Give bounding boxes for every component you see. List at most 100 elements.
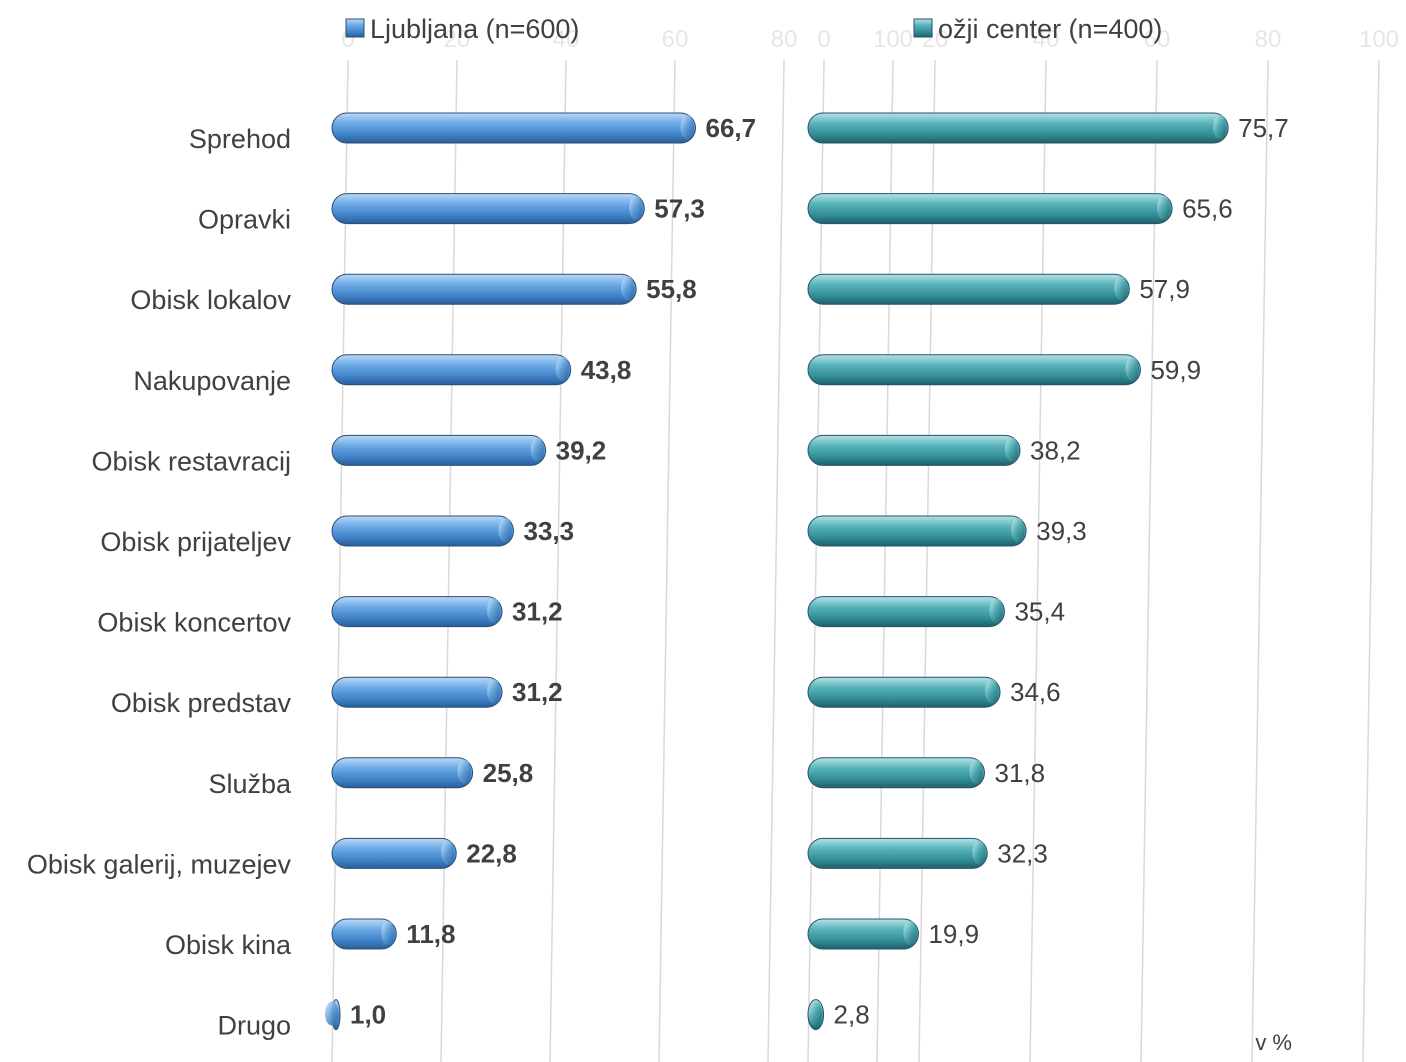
gridline (549, 59, 567, 1062)
bar (331, 596, 503, 628)
bar (331, 757, 474, 789)
tick-label: 100 (1359, 26, 1399, 53)
gridline (331, 59, 349, 1062)
bar-cap (325, 1001, 339, 1026)
data-label: 2,8 (834, 1000, 870, 1030)
bar (331, 918, 397, 950)
bar-cap (1213, 115, 1227, 139)
bar-cap (629, 195, 643, 220)
bar (807, 596, 1005, 628)
gridline (918, 59, 936, 1062)
data-label: 57,3 (654, 194, 705, 224)
bar-cap (1157, 195, 1171, 220)
bar (807, 515, 1027, 547)
bar (807, 273, 1130, 305)
data-label: 34,6 (1010, 677, 1061, 707)
data-label: 31,2 (512, 597, 563, 627)
bar-cap (680, 115, 695, 139)
gridline (1029, 59, 1047, 1062)
bar (807, 757, 985, 789)
gridline (876, 59, 894, 1062)
tick-label: 0 (817, 26, 830, 53)
bars-layer (325, 112, 1229, 1031)
legend-label: ožji center (n=400) (938, 14, 1162, 44)
bar-cap (1114, 276, 1128, 301)
value-labels: 66,7 57,3 55,8 43,8 39,2 33,3 31,2 31,2 25,8 22,8… (350, 113, 1289, 1030)
data-label: 32,3 (997, 838, 1048, 868)
tick-label: 60 (662, 26, 689, 53)
data-label: 59,9 (1150, 355, 1201, 385)
data-label: 38,2 (1030, 435, 1081, 465)
tick-label: 80 (1255, 26, 1282, 53)
bar (331, 112, 697, 144)
gridline (767, 59, 785, 1062)
data-label: 25,8 (483, 758, 534, 788)
category-label: Služba (208, 769, 292, 799)
category-labels: Sprehod Opravki Obisk lokalov Nakupovanje Ob… (27, 124, 292, 1041)
bar (807, 193, 1173, 225)
bar-cap (1005, 437, 1019, 462)
data-label: 55,8 (646, 274, 697, 304)
data-label: 1,0 (350, 1000, 386, 1030)
bar-cap (498, 518, 512, 542)
bar-cap (972, 840, 986, 865)
data-label: 39,2 (556, 435, 607, 465)
bar-cap (530, 437, 545, 462)
category-label: Opravki (198, 205, 291, 235)
category-label: Obisk prijateljev (100, 527, 291, 557)
data-label: 65,6 (1182, 194, 1233, 224)
bar-cap (1011, 518, 1025, 542)
bar (331, 273, 637, 305)
bar-cap (381, 921, 395, 945)
data-label: 33,3 (523, 516, 574, 546)
bar-cap (903, 921, 917, 945)
bar-cap (808, 1001, 823, 1026)
bar-cap (487, 598, 501, 623)
legend: Ljubljana (n=600) ožji center (n=400) (345, 14, 1162, 44)
tick-label: 20 (444, 26, 471, 53)
data-label: 66,7 (706, 113, 757, 143)
bar-cap (487, 679, 501, 704)
gridline (1251, 59, 1269, 1062)
data-label: 11,8 (406, 919, 455, 949)
category-label: Nakupovanje (133, 366, 291, 396)
category-label: Obisk lokalov (130, 285, 291, 315)
bar (331, 837, 457, 869)
gridline (1362, 59, 1380, 1062)
gridline (440, 59, 458, 1062)
bar (807, 354, 1141, 386)
bar (331, 515, 514, 547)
tick-label: 100 (873, 26, 913, 53)
tick-label: 40 (553, 26, 580, 53)
data-label: 22,8 (466, 838, 517, 868)
bar (331, 193, 645, 225)
data-label: 35,4 (1014, 597, 1065, 627)
category-label: Obisk koncertov (97, 608, 291, 638)
bar (807, 837, 988, 869)
category-label: Obisk galerij, muzejev (27, 849, 292, 879)
category-label: Obisk restavracij (91, 446, 291, 476)
data-label: 31,8 (994, 758, 1045, 788)
bar-cap (457, 759, 472, 784)
bar-cap (985, 679, 999, 704)
legend-label: Ljubljana (n=600) (370, 14, 579, 44)
bar (331, 676, 503, 708)
tick-label: 40 (1033, 26, 1060, 53)
bar-cap (555, 356, 570, 381)
data-label: 31,2 (512, 677, 563, 707)
bar (807, 918, 919, 950)
data-label: 39,3 (1036, 516, 1087, 546)
tick-label: 80 (771, 26, 798, 53)
gridline (658, 59, 676, 1062)
category-label: Obisk predstav (111, 688, 292, 718)
bar-cap (989, 598, 1003, 623)
gridline (1140, 59, 1158, 1062)
data-label: 57,9 (1139, 274, 1190, 304)
bar (807, 676, 1001, 708)
bar-cap (1125, 356, 1139, 381)
bar-cap (969, 759, 983, 784)
category-label: Drugo (217, 1011, 291, 1041)
data-label: 75,7 (1238, 113, 1289, 143)
